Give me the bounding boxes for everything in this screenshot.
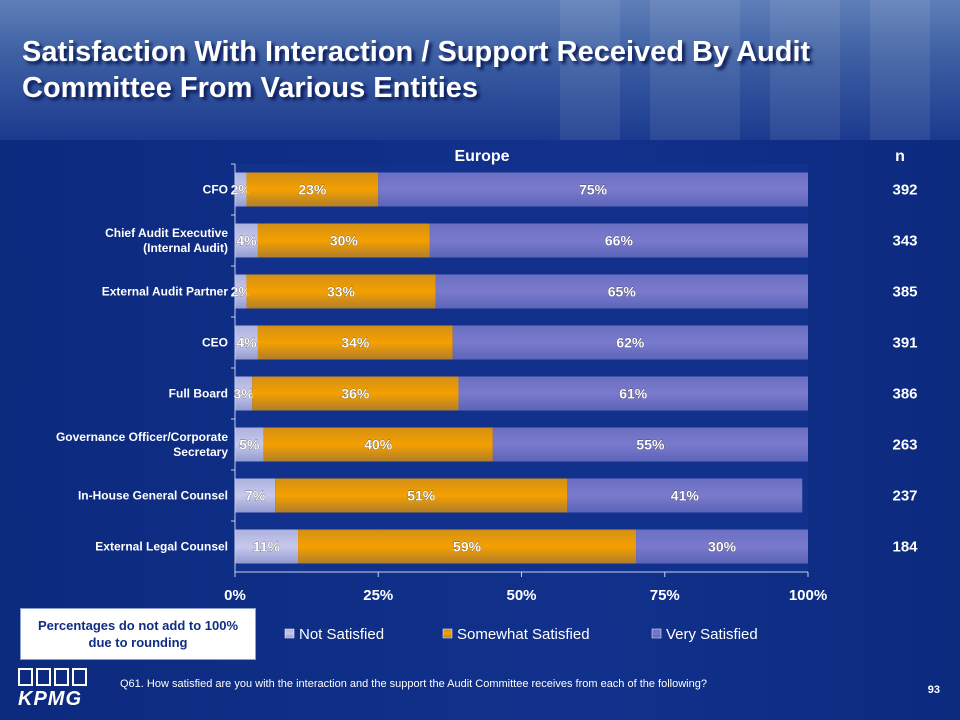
category-label: CFO (203, 183, 228, 197)
logo-text: KPMG (18, 688, 82, 710)
bar-segment-very-satisfied (458, 376, 808, 411)
x-tick-label: 0% (224, 587, 246, 604)
n-value: 184 (892, 539, 918, 556)
header-band (0, 0, 960, 140)
n-value: 386 (892, 386, 917, 403)
n-header: n (895, 148, 905, 165)
bar-segment-not-satisfied (235, 274, 247, 309)
bar-data-label: 4% (236, 335, 257, 351)
bar-segment-very-satisfied (435, 274, 808, 309)
x-tick-label: 25% (363, 587, 393, 604)
legend-label: Not Satisfied (299, 626, 384, 643)
bar-data-label: 11% (253, 539, 281, 555)
background-window-pane (560, 0, 620, 140)
n-value: 263 (892, 437, 917, 454)
bar-data-label: 66% (605, 233, 634, 249)
bar-data-label: 33% (327, 284, 356, 300)
category-label: External Audit Partner (102, 285, 229, 299)
n-value: 392 (892, 182, 917, 199)
rounding-note-text: Percentages do not add to 100% due to ro… (37, 618, 239, 650)
chart-title: Europe (454, 148, 509, 165)
x-tick-label: 75% (650, 587, 680, 604)
x-tick-label: 50% (506, 587, 536, 604)
bar-data-label: 2% (231, 284, 252, 300)
background-window-pane (770, 0, 840, 140)
n-value: 237 (892, 488, 917, 505)
bar-segment-somewhat-satisfied (263, 427, 493, 462)
bar-segment-very-satisfied (429, 223, 808, 258)
n-value: 343 (892, 233, 917, 250)
bar-data-label: 65% (608, 284, 637, 300)
bar-data-label: 36% (341, 386, 370, 402)
bar-segment-not-satisfied (235, 325, 258, 360)
background-window-pane (650, 0, 740, 140)
bar-data-label: 30% (708, 539, 737, 555)
bar-data-label: 5% (239, 437, 260, 453)
bar-data-label: 4% (236, 233, 257, 249)
category-label: CEO (202, 336, 228, 350)
x-tick-label: 100% (789, 587, 827, 604)
bar-segment-not-satisfied (235, 427, 264, 462)
bar-segment-somewhat-satisfied (246, 274, 436, 309)
bar-segment-somewhat-satisfied (298, 529, 637, 564)
bar-data-label: 3% (233, 386, 254, 402)
n-value: 385 (892, 284, 917, 301)
bar-data-label: 62% (616, 335, 645, 351)
bar-data-label: 41% (671, 488, 700, 504)
bar-data-label: 51% (407, 488, 436, 504)
n-value: 391 (892, 335, 917, 352)
bar-segment-very-satisfied (636, 529, 808, 564)
bar-segment-not-satisfied (235, 529, 299, 564)
bar-segment-somewhat-satisfied (257, 223, 430, 258)
bar-data-label: 59% (453, 539, 482, 555)
bar-data-label: 2% (231, 182, 252, 198)
bar-data-label: 75% (579, 182, 608, 198)
bar-data-label: 30% (330, 233, 359, 249)
legend-swatch (442, 628, 453, 639)
bar-segment-very-satisfied (567, 478, 803, 513)
bar-segment-somewhat-satisfied (275, 478, 568, 513)
bar-segment-very-satisfied (378, 172, 808, 207)
bar-segment-not-satisfied (235, 376, 253, 411)
legend-label: Very Satisfied (666, 626, 758, 643)
logo-boxes-icon (18, 668, 96, 686)
background-window-pane (870, 0, 930, 140)
legend-label: Somewhat Satisfied (457, 626, 590, 643)
bar-segment-very-satisfied (492, 427, 808, 462)
category-label: Full Board (169, 387, 228, 401)
category-label: Governance Officer/Corporate Secretary (56, 430, 228, 459)
kpmg-logo: KPMG (18, 668, 96, 714)
bar-segment-very-satisfied (452, 325, 808, 360)
bar-segment-not-satisfied (235, 478, 276, 513)
category-label: In-House General Counsel (78, 489, 228, 503)
bar-data-label: 61% (619, 386, 648, 402)
category-label: Chief Audit Executive (Internal Audit) (105, 226, 228, 255)
bar-segment-not-satisfied (235, 172, 247, 207)
bar-segment-somewhat-satisfied (246, 172, 379, 207)
page-title: Satisfaction With Interaction / Support … (22, 36, 811, 104)
page-number: 93 (927, 684, 940, 696)
bar-segment-somewhat-satisfied (257, 325, 453, 360)
bar-data-label: 23% (298, 182, 327, 198)
bar-segment-not-satisfied (235, 223, 258, 258)
rounding-note: Percentages do not add to 100% due to ro… (20, 608, 256, 660)
legend-swatch (651, 628, 662, 639)
bar-data-label: 55% (636, 437, 665, 453)
category-label: External Legal Counsel (95, 540, 228, 554)
survey-question: Q61. How satisfied are you with the inte… (120, 678, 707, 690)
bar-segment-somewhat-satisfied (252, 376, 459, 411)
legend-swatch (284, 628, 295, 639)
bar-data-label: 34% (341, 335, 370, 351)
bar-data-label: 7% (245, 488, 266, 504)
bar-data-label: 40% (364, 437, 393, 453)
